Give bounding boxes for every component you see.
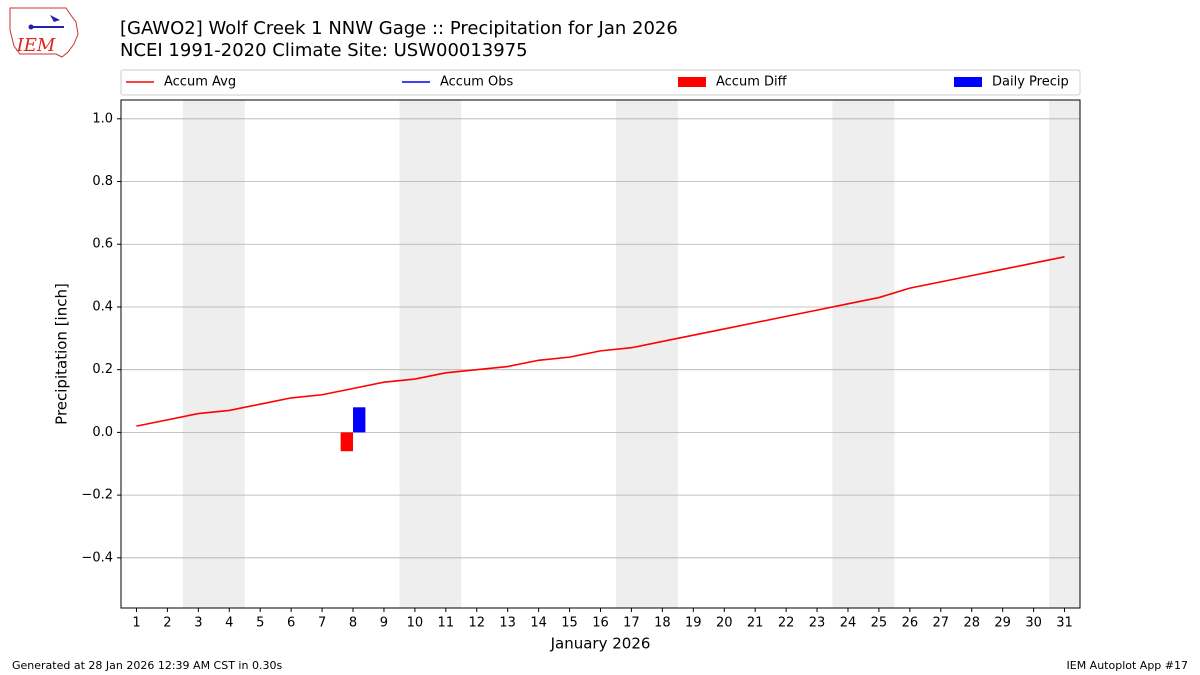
x-tick-label: 12	[468, 616, 485, 631]
logo-text: IEM	[16, 35, 56, 56]
x-tick-label: 6	[287, 616, 295, 631]
y-tick-label: 1.0	[92, 111, 113, 126]
logo-icon	[28, 24, 34, 30]
x-tick-label: 16	[592, 616, 609, 631]
x-tick-label: 7	[318, 616, 326, 631]
y-axis-label: Precipitation [inch]	[53, 283, 71, 425]
y-tick-label: −0.4	[81, 550, 113, 565]
x-tick-label: 27	[933, 616, 950, 631]
x-tick-label: 26	[902, 616, 919, 631]
x-tick-label: 3	[194, 616, 202, 631]
x-tick-label: 30	[1025, 616, 1042, 631]
y-tick-label: 0.0	[92, 425, 113, 440]
logo-outline	[9, 7, 79, 58]
weekend-span	[182, 100, 245, 608]
logo: IEM	[9, 7, 79, 58]
bar	[340, 432, 354, 452]
x-tick-label: 15	[561, 616, 578, 631]
x-tick-label: 14	[530, 616, 547, 631]
weekend-span	[1049, 100, 1080, 608]
legend-box	[120, 69, 1081, 96]
x-tick-label: 11	[438, 616, 455, 631]
x-axis-label: January 2026	[550, 635, 651, 653]
legend-swatch	[678, 77, 706, 87]
chart-title: [GAWO2] Wolf Creek 1 NNW Gage :: Precipi…	[120, 18, 678, 39]
weekend-span	[615, 100, 678, 608]
x-tick-label: 1	[132, 616, 140, 631]
x-tick-label: 24	[840, 616, 857, 631]
x-tick-label: 4	[225, 616, 233, 631]
x-tick-label: 31	[1056, 616, 1073, 631]
x-tick-label: 18	[654, 616, 671, 631]
x-tick-label: 21	[747, 616, 764, 631]
legend-label: Accum Obs	[440, 75, 513, 90]
y-tick-label: 0.4	[92, 299, 113, 314]
legend-label: Daily Precip	[992, 75, 1069, 90]
bar	[353, 407, 366, 433]
logo-icon	[50, 15, 60, 22]
weekend-span	[832, 100, 895, 608]
x-tick-label: 8	[349, 616, 357, 631]
x-tick-label: 17	[623, 616, 640, 631]
x-tick-label: 9	[380, 616, 388, 631]
series-line	[136, 256, 1065, 427]
x-tick-label: 5	[256, 616, 264, 631]
x-tick-label: 13	[499, 616, 516, 631]
x-tick-label: 19	[685, 616, 702, 631]
y-tick-label: 0.8	[92, 174, 113, 189]
x-tick-label: 10	[407, 616, 424, 631]
x-tick-label: 2	[163, 616, 171, 631]
y-tick-label: −0.2	[81, 488, 113, 503]
x-tick-label: 20	[716, 616, 733, 631]
footer-right: IEM Autoplot App #17	[1067, 659, 1189, 672]
y-tick-label: 0.2	[92, 362, 113, 377]
x-tick-label: 23	[809, 616, 826, 631]
legend-swatch	[954, 77, 982, 87]
legend-label: Accum Avg	[164, 75, 236, 90]
x-tick-label: 25	[871, 616, 888, 631]
chart-subtitle: NCEI 1991-2020 Climate Site: USW00013975	[120, 40, 528, 61]
footer-left: Generated at 28 Jan 2026 12:39 AM CST in…	[12, 659, 282, 672]
x-tick-label: 22	[778, 616, 795, 631]
x-tick-label: 28	[963, 616, 980, 631]
legend-label: Accum Diff	[716, 75, 788, 90]
x-tick-label: 29	[994, 616, 1011, 631]
y-tick-label: 0.6	[92, 237, 113, 252]
plot-frame	[120, 99, 1081, 609]
weekend-span	[399, 100, 462, 608]
